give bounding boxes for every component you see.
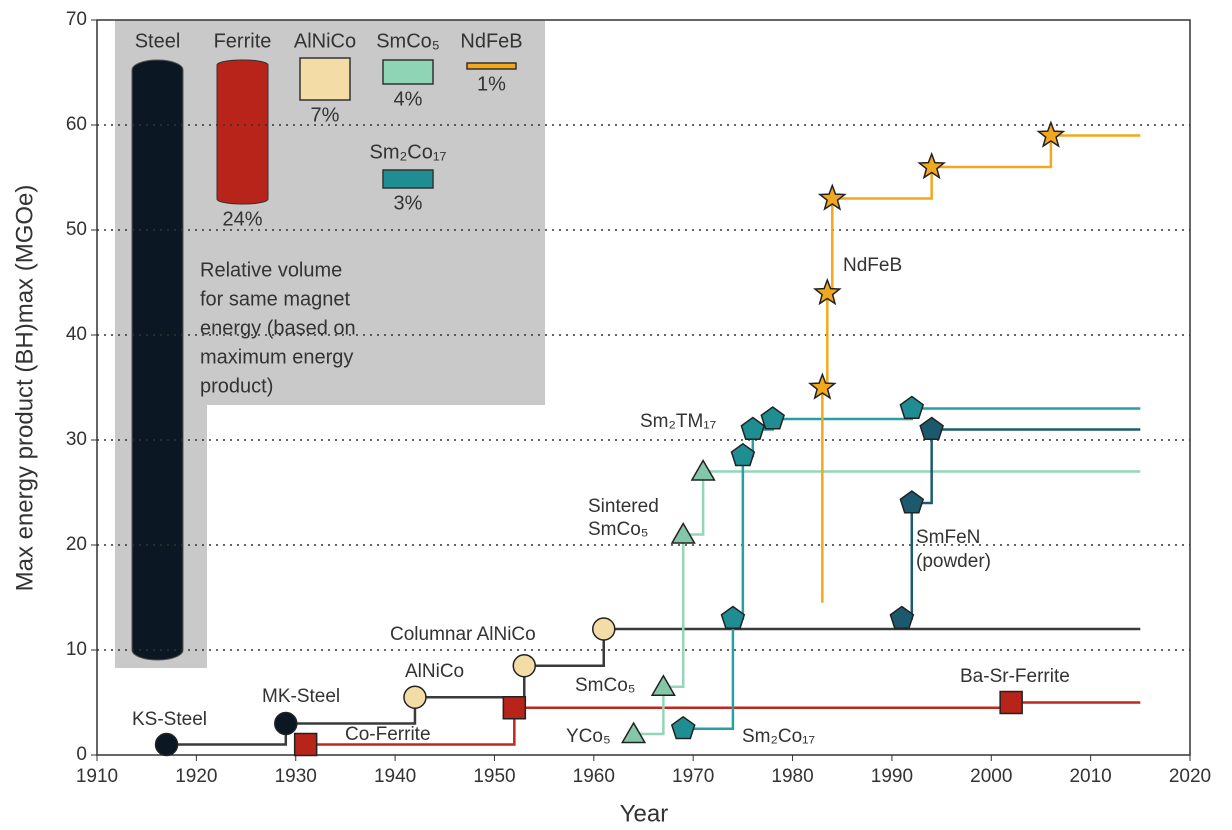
inset-bar [382,59,434,85]
x-tick-label: 1950 [473,766,515,787]
x-tick-label: 1970 [672,766,714,787]
inset-bar [466,62,517,70]
inset-value-label: 4% [394,88,423,110]
x-tick-label: 1920 [175,766,217,787]
x-tick-label: 1990 [871,766,913,787]
marker [999,690,1023,715]
annotation: Sm₂TM₁₇ [640,411,716,432]
marker [293,732,318,757]
marker [592,617,616,641]
marker [899,395,925,419]
marker [650,674,676,697]
y-tick-label: 10 [66,639,87,660]
y-axis-label: Max energy product (BH)max (MGOe) [11,185,38,592]
marker [502,696,527,720]
marker [730,442,756,467]
inset-item-name: NdFeB [460,30,522,52]
y-tick-label: 70 [66,9,87,30]
marker [889,605,915,629]
x-tick-label: 1910 [76,766,118,787]
annotation: Sm₂Co₁₇ [742,726,815,747]
y-tick-label: 60 [66,114,87,135]
annotation: SmCo₅ [575,675,635,696]
x-tick-label: 1930 [275,766,317,787]
marker [403,685,427,709]
step-line [305,701,1141,746]
annotation: NdFeB [843,255,902,276]
marker [274,711,298,736]
y-tick-label: 50 [66,219,87,240]
x-tick-label: 1980 [771,766,813,787]
y-tick-label: 30 [66,429,87,450]
y-tick-label: 40 [66,324,87,345]
step-line [901,428,1141,620]
inset-text: product) [200,375,273,397]
inset-item-name: Sm₂Co₁₇ [370,141,447,163]
marker [817,183,847,211]
marker [760,406,785,430]
marker [812,277,842,306]
step-line [633,470,1141,736]
marker [154,732,179,757]
annotation: SmFeN [916,527,980,548]
y-tick-label: 20 [66,534,87,555]
inset-item-name: Ferrite [214,30,272,52]
inset-value-label: 3% [394,192,423,214]
y-tick-label: 0 [76,744,87,765]
marker [740,416,766,440]
inset-item-name: Steel [135,30,181,52]
annotation: MK-Steel [262,686,340,707]
annotation: Sintered [588,496,659,517]
inset-value-label: 24% [222,208,262,230]
marker [690,458,716,481]
annotation: Columnar AlNiCo [390,624,536,645]
x-tick-label: 1940 [374,766,416,787]
marker [670,715,696,740]
marker [720,605,746,629]
marker [670,521,696,544]
inset-text: maximum energy [200,346,353,368]
x-axis-label: Year [620,800,669,827]
inset-item-name: AlNiCo [294,30,356,52]
inset-value-label: 7% [311,104,340,126]
inset-bar [216,59,269,205]
marker [620,721,647,744]
annotation: SmCo₅ [588,519,648,540]
annotation: AlNiCo [405,661,464,682]
annotation: KS-Steel [132,709,207,730]
marker [807,372,837,400]
steel-cylinder [131,59,184,661]
x-tick-label: 2020 [1169,766,1211,787]
inset-text: energy (based on [200,317,356,339]
marker [1036,120,1066,148]
x-tick-label: 1960 [573,766,615,787]
annotation: Co-Ferrite [345,724,431,745]
inset-value-label: 1% [477,73,506,95]
inset-text: for same magnet [200,288,351,310]
marker [512,654,537,678]
x-tick-label: 2010 [1069,766,1111,787]
marker [899,490,925,514]
inset-bar [382,169,434,189]
inset-text: Relative volume [200,259,342,281]
inset-item-name: SmCo₅ [376,30,440,52]
annotation: (powder) [916,551,991,572]
inset-bar [299,57,351,101]
annotation: YCo₅ [566,726,611,747]
annotation: Ba-Sr-Ferrite [960,666,1070,687]
plot-frame [96,19,1191,756]
x-tick-label: 2000 [970,766,1012,787]
step-line [821,134,1141,603]
marker [917,151,947,180]
marker [919,416,944,440]
